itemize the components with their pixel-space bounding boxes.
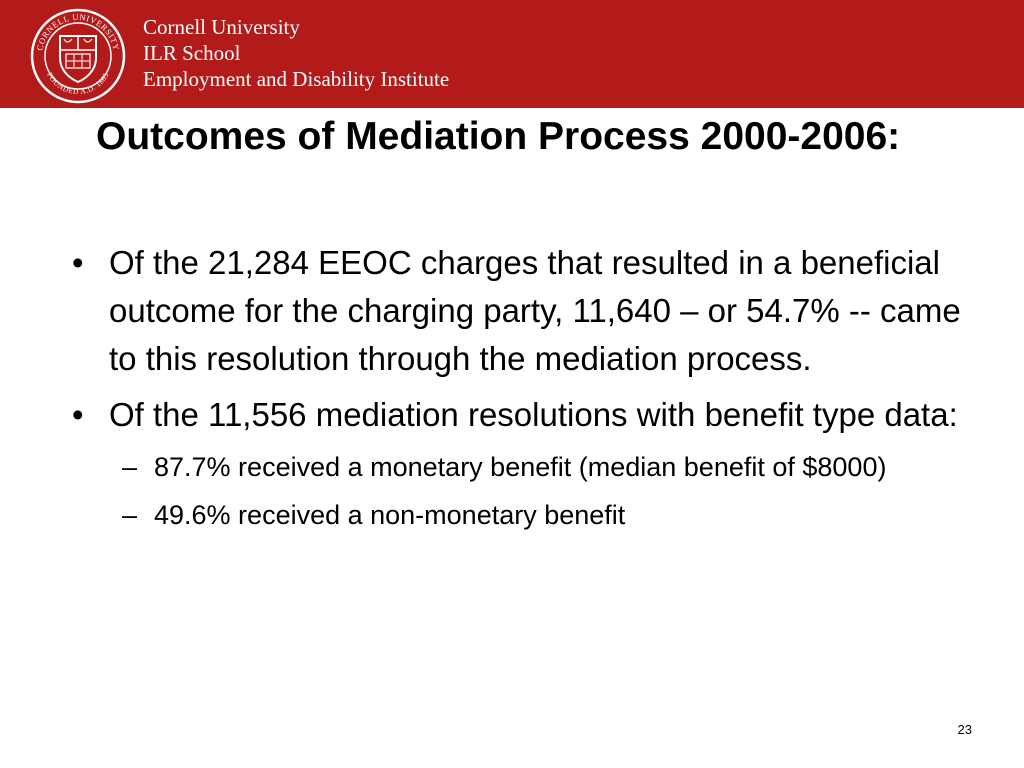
svg-text:FOUNDED A.D. 1865: FOUNDED A.D. 1865 xyxy=(45,71,110,96)
bullet-marker: • xyxy=(72,396,84,433)
institute-name: Employment and Disability Institute xyxy=(143,67,450,91)
page-number: 23 xyxy=(957,722,972,737)
sub-bullet-text: 87.7% received a monetary benefit (media… xyxy=(154,452,887,482)
slide-content: • Of the 21,284 EEOC charges that result… xyxy=(72,239,992,543)
bullet-item: • Of the 11,556 mediation resolutions wi… xyxy=(72,391,992,439)
sub-bullet-marker: – xyxy=(122,452,138,482)
sub-bullet-item: – 49.6% received a non-monetary benefit xyxy=(72,495,992,535)
cornell-seal-icon: CORNELL UNIVERSITY FOUNDED A.D. 1865 xyxy=(30,8,126,104)
sub-bullet-text: 49.6% received a non-monetary benefit xyxy=(154,500,626,530)
header-band: CORNELL UNIVERSITY FOUNDED A.D. 1865 Cor… xyxy=(0,0,1024,108)
seal-text-bottom: FOUNDED A.D. 1865 xyxy=(45,71,110,96)
slide-title: Outcomes of Mediation Process 2000-2006: xyxy=(96,115,901,158)
sub-bullet-marker: – xyxy=(122,500,138,530)
bullet-item: • Of the 21,284 EEOC charges that result… xyxy=(72,239,992,383)
institution-wordmark: Cornell University ILR School Employment… xyxy=(143,14,449,92)
bullet-text: Of the 11,556 mediation resolutions with… xyxy=(109,396,958,433)
sub-bullet-item: – 87.7% received a monetary benefit (med… xyxy=(72,447,992,487)
university-name: Cornell University xyxy=(143,15,300,39)
bullet-marker: • xyxy=(72,244,84,281)
bullet-text: Of the 21,284 EEOC charges that resulted… xyxy=(109,244,961,377)
school-name: ILR School xyxy=(143,41,241,65)
